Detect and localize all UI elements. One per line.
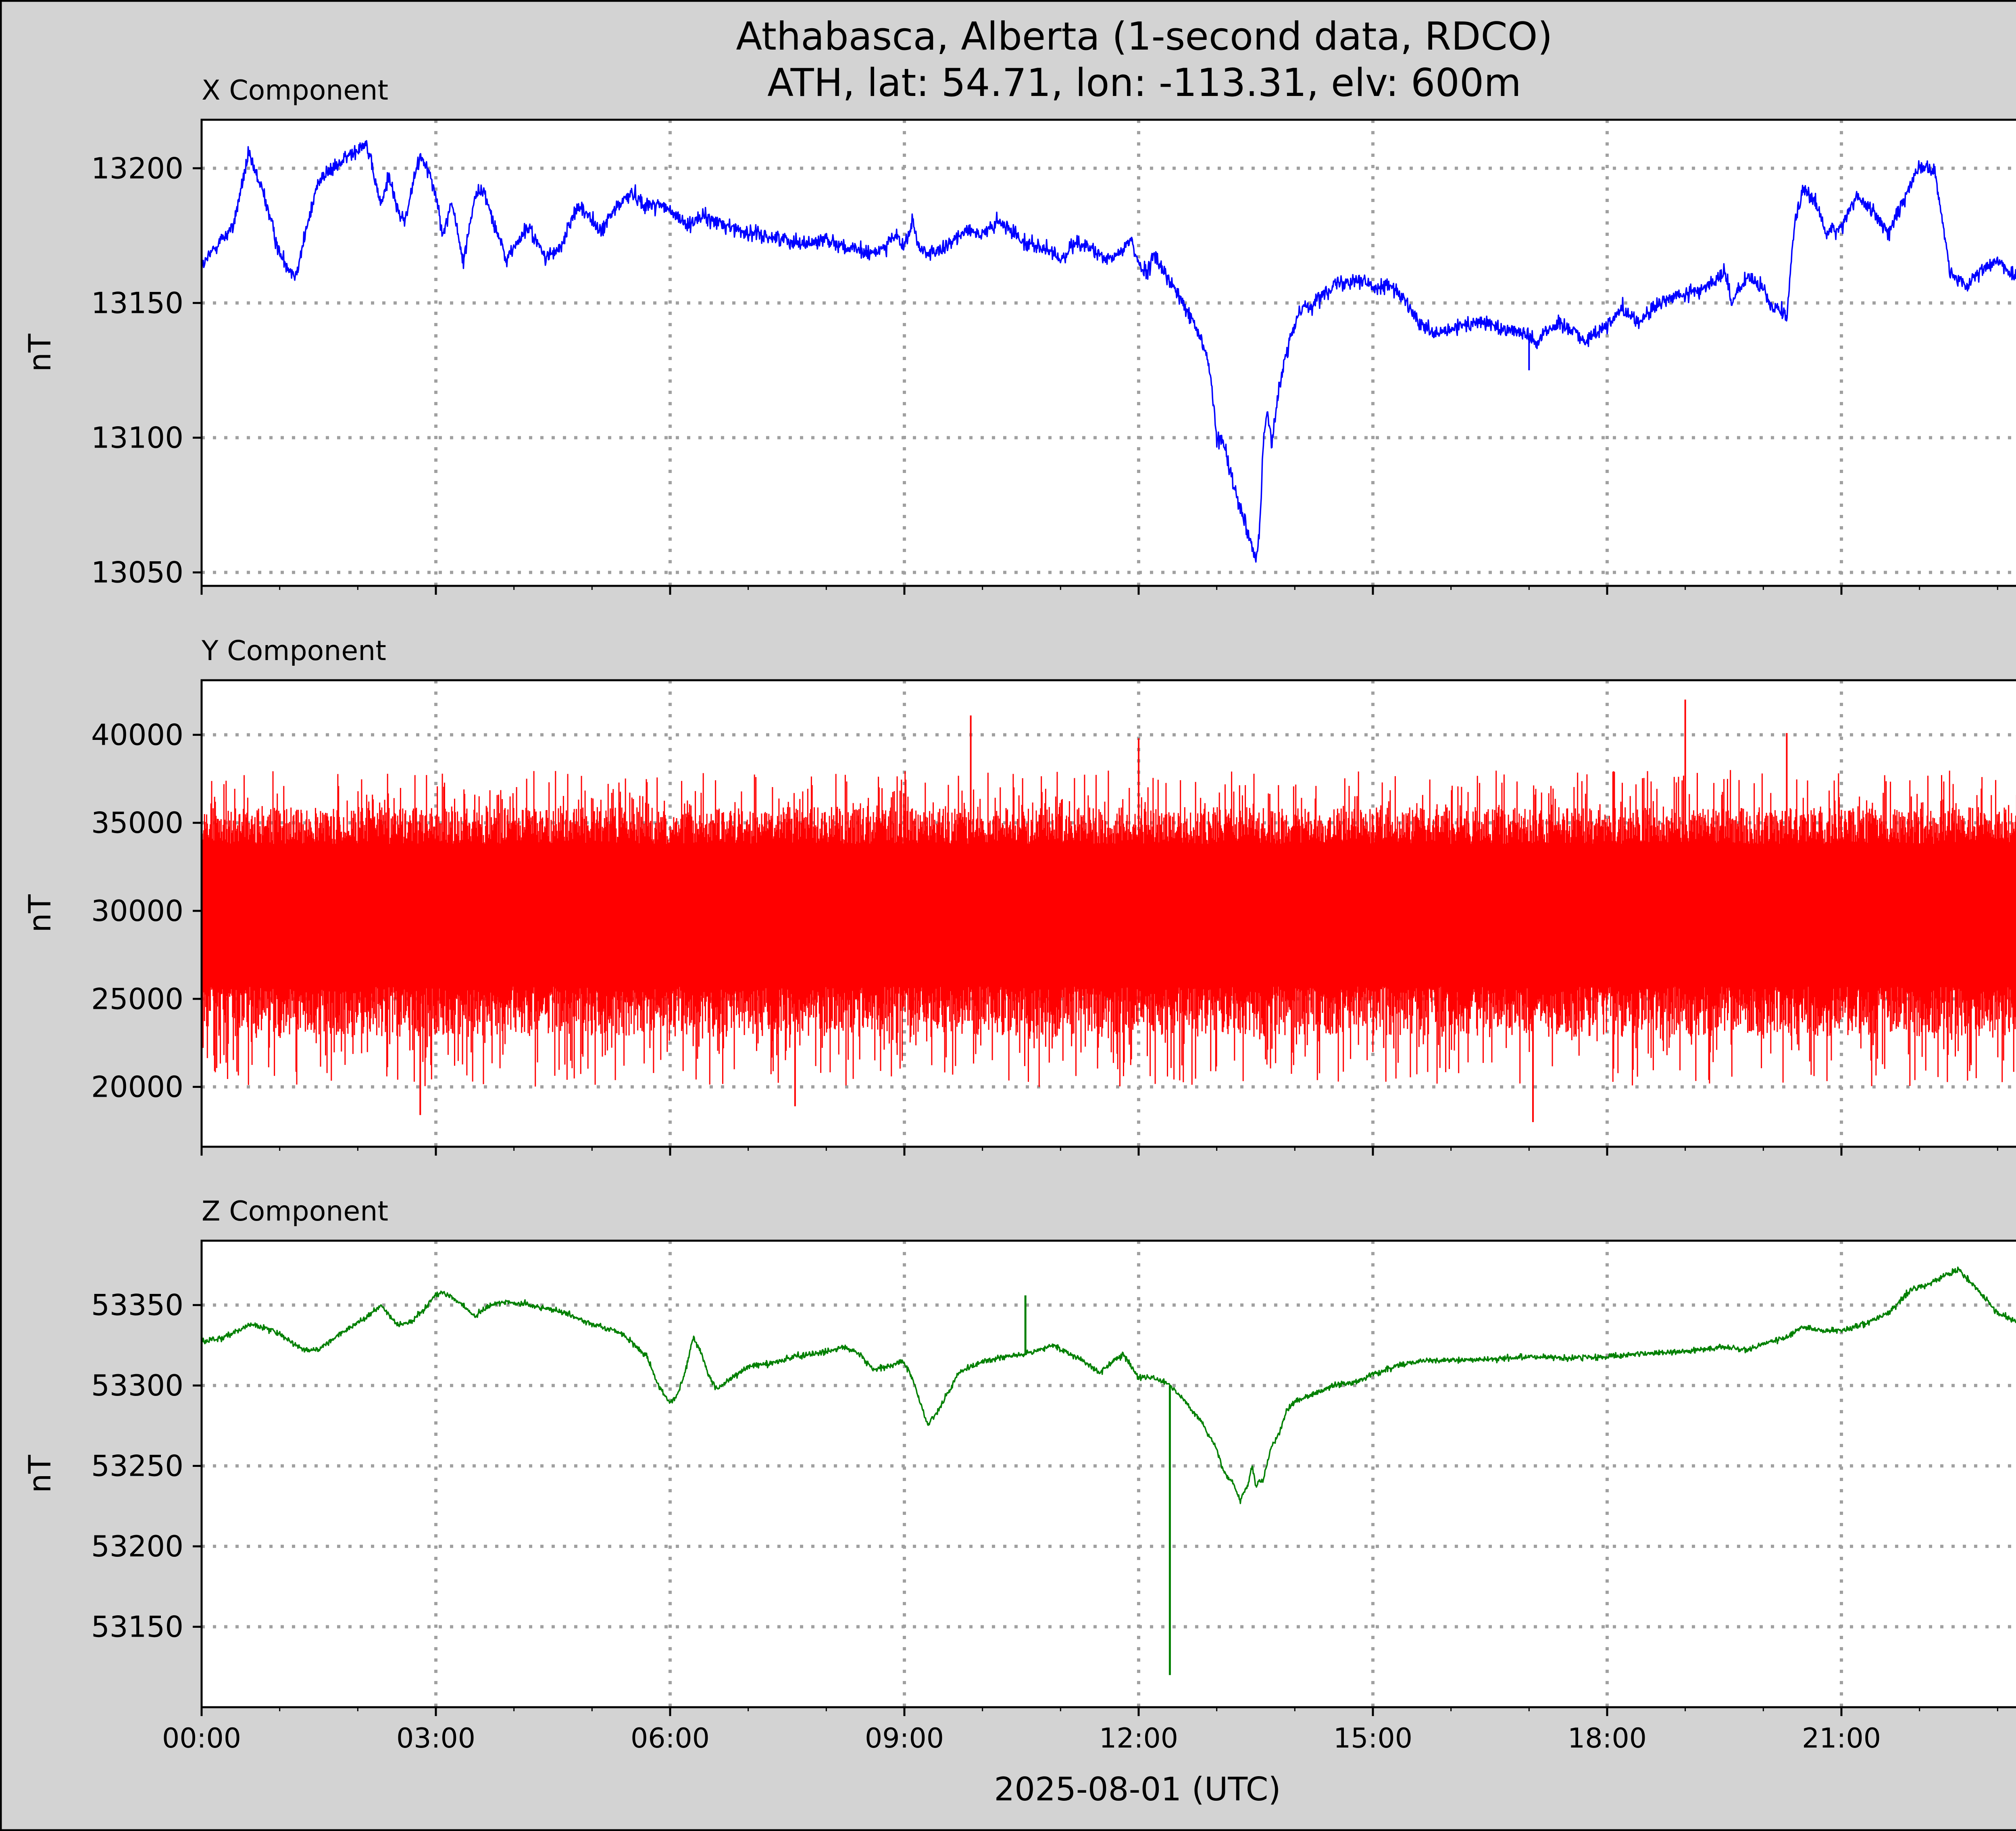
figure-title-line2: ATH, lat: 54.71, lon: -113.31, elv: 600m <box>767 61 1521 105</box>
y-tick-label: 13050 <box>91 556 183 590</box>
noise-spikes <box>202 770 2016 1087</box>
data-layer <box>202 700 2016 1122</box>
y-tick-label: 35000 <box>91 806 183 840</box>
x-tick-label: 06:00 <box>631 1723 710 1754</box>
x-tick-label: 21:00 <box>1802 1723 1881 1754</box>
data-layer <box>202 1266 2016 1675</box>
x-tick-label: 12:00 <box>1099 1723 1178 1754</box>
plot-area <box>202 120 2016 586</box>
y-axis-label: nT <box>22 1455 58 1493</box>
x-tick-label: 15:00 <box>1333 1723 1412 1754</box>
data-layer <box>202 140 2016 563</box>
x-tick-label: 00:00 <box>162 1723 241 1754</box>
panel-z-component: 00:00 03:00 06:00 09:00 12:00 15:00 18:00 21:00… <box>22 1196 2016 1754</box>
x-tick-label: 09:00 <box>865 1723 944 1754</box>
y-tick-label: 25000 <box>91 982 183 1016</box>
panel-title: Y Component <box>201 635 386 667</box>
y-tick-label: 13150 <box>91 286 183 320</box>
y-tick-label: 53300 <box>91 1369 183 1402</box>
plot-area <box>202 1241 2016 1707</box>
y-tick-label: 53250 <box>91 1449 183 1483</box>
y-tick-label: 53350 <box>91 1288 183 1322</box>
y-tick-label: 20000 <box>91 1070 183 1104</box>
y-axis-label: nT <box>22 333 58 372</box>
y-tick-label: 53150 <box>91 1610 183 1644</box>
x-axis-label: 2025-08-01 (UTC) <box>994 1771 1281 1808</box>
y-axis-label: nT <box>22 894 58 933</box>
y-tick-label: 13100 <box>91 421 183 454</box>
y-tick-label: 40000 <box>91 718 183 752</box>
panel-title: Z Component <box>202 1196 388 1227</box>
series-line <box>202 1266 2016 1504</box>
figure-title-line1: Athabasca, Alberta (1-second data, RDCO) <box>736 15 1552 59</box>
panel-y-component: 20000 25000 30000 35000 40000 Y Component nT <box>22 635 2016 1156</box>
y-tick-label: 30000 <box>91 894 183 928</box>
x-tick-label: 03:00 <box>396 1723 475 1754</box>
x-tick-label: 18:00 <box>1568 1723 1647 1754</box>
panel-x-component: 13050 13100 13150 13200 X Component nT <box>22 75 2016 595</box>
panel-title: X Component <box>202 75 388 106</box>
series-line <box>202 140 2016 563</box>
y-tick-label: 53200 <box>91 1529 183 1563</box>
y-tick-label: 13200 <box>91 151 183 185</box>
